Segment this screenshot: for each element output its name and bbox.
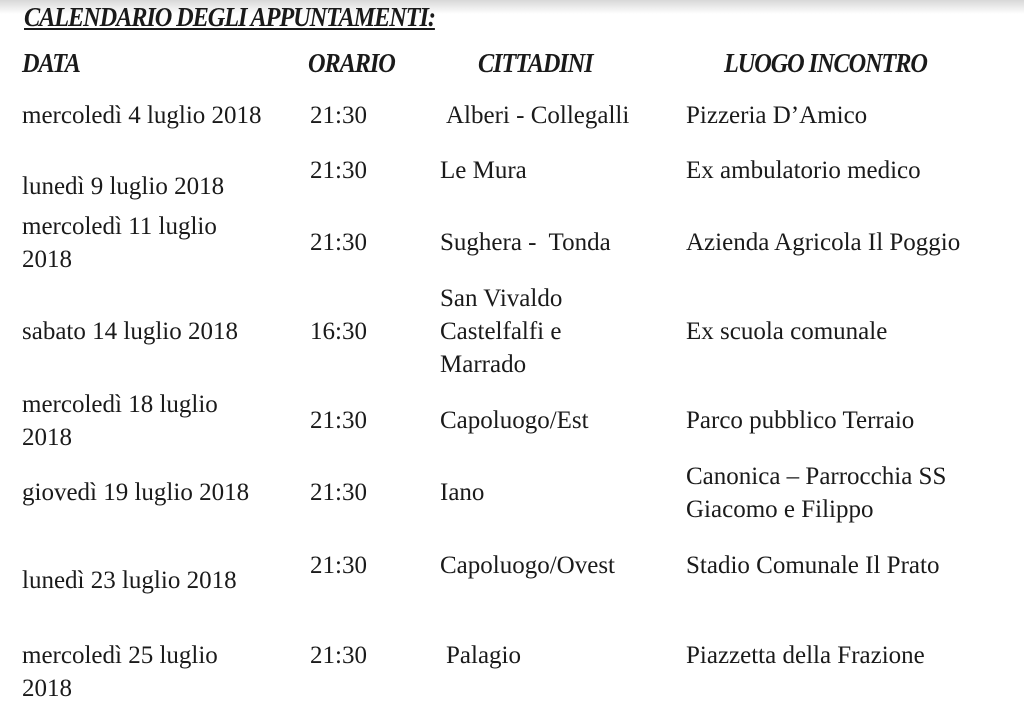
cell-data: mercoledì 25 luglio 2018 <box>22 642 218 702</box>
cell-luogo: Piazzetta della Frazione <box>686 642 925 669</box>
cell-luogo: Azienda Agricola Il Poggio <box>686 229 961 256</box>
cell-orario: 21:30 <box>310 407 367 434</box>
cell-luogo: Ex scuola comunale <box>686 318 888 345</box>
header-orario: ORARIO <box>308 48 396 78</box>
cell-luogo: Canonica – Parrocchia SS Giacomo e Filip… <box>686 463 947 523</box>
cell-orario: 21:30 <box>310 102 367 129</box>
cell-data: mercoledì 11 luglio 2018 <box>22 213 217 273</box>
cell-data: mercoledì 4 luglio 2018 <box>22 102 262 129</box>
cell-data: lunedì 23 luglio 2018 <box>22 567 237 594</box>
top-shadow <box>0 0 1024 14</box>
cell-luogo: Ex ambulatorio medico <box>686 157 921 184</box>
cell-luogo: Parco pubblico Terraio <box>686 407 915 434</box>
cell-orario: 16:30 <box>310 318 367 345</box>
cell-orario: 21:30 <box>310 642 367 669</box>
cell-cittadini: Capoluogo/Ovest <box>440 552 615 579</box>
cell-orario: 21:30 <box>310 479 367 506</box>
cell-cittadini: Palagio <box>446 642 521 669</box>
cell-orario: 21:30 <box>310 552 367 579</box>
header-data: DATA <box>22 48 81 78</box>
cell-cittadini: Capoluogo/Est <box>440 407 589 434</box>
cell-cittadini: Le Mura <box>440 157 527 184</box>
cell-orario: 21:30 <box>310 157 367 184</box>
cell-cittadini: Iano <box>440 479 485 506</box>
cell-data: mercoledì 18 luglio 2018 <box>22 391 218 451</box>
header-luogo: LUOGO INCONTRO <box>724 48 928 78</box>
cell-luogo: Pizzeria D’Amico <box>686 102 868 129</box>
cell-luogo: Stadio Comunale Il Prato <box>686 552 940 579</box>
cell-data: lunedì 9 luglio 2018 <box>22 173 225 200</box>
header-cittadini: CITTADINI <box>478 48 594 78</box>
cell-cittadini: Sughera - Tonda <box>440 229 611 256</box>
cell-data: giovedì 19 luglio 2018 <box>22 479 250 506</box>
page-title: CALENDARIO DEGLI APPUNTAMENTI: <box>24 2 436 32</box>
cell-orario: 21:30 <box>310 229 367 256</box>
cell-data: sabato 14 luglio 2018 <box>22 318 238 345</box>
cell-cittadini: San Vivaldo Castelfalfi e Marrado <box>440 285 563 378</box>
cell-cittadini: Alberi - Collegalli <box>446 102 630 129</box>
